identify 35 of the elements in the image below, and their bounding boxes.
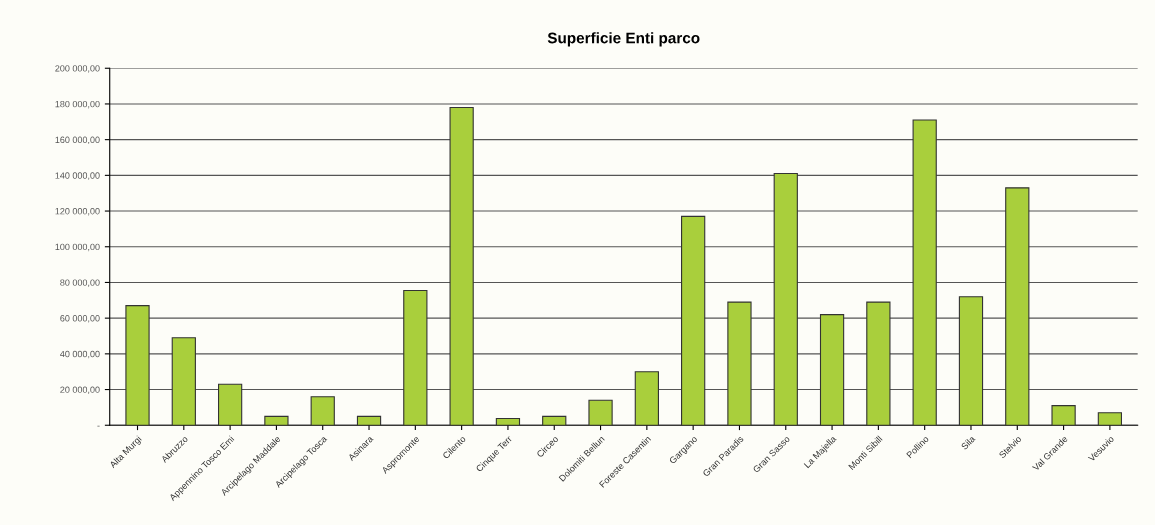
bar [773,173,798,426]
bar [681,215,706,426]
y-tick-label: 180 000,00 [55,100,100,109]
y-tick-label: 200 000,00 [55,65,100,73]
bar [356,415,382,426]
bar [171,337,196,426]
y-tick-label: 80 000,00 [60,279,100,287]
bar [310,396,335,426]
bar [727,301,752,426]
bar [866,301,891,426]
y-tick-label: 20 000,00 [60,386,100,394]
bar [634,371,659,426]
bar [819,314,845,426]
bar [125,305,150,426]
bar [217,383,243,426]
bar [1051,405,1076,426]
y-tick-label: 100 000,00 [55,243,100,252]
bar [449,106,474,426]
bar [1097,412,1123,426]
bar [958,296,984,426]
x-tick-label: Sila [960,434,976,451]
chart-title: Superficie Enti parco [547,32,700,47]
bar [1005,187,1030,426]
bar [495,417,521,426]
y-tick-label: 60 000,00 [60,315,100,323]
y-tick-label: 40 000,00 [60,350,100,359]
y-tick-label: 120 000,00 [55,208,100,216]
bar [403,289,428,426]
y-tick-label: 160 000,00 [55,136,100,145]
y-tick-label: - [97,425,100,427]
bar [588,399,613,426]
bar [912,119,937,426]
bar [542,415,567,426]
y-tick-label: 140 000,00 [55,172,100,180]
bar [264,415,289,426]
